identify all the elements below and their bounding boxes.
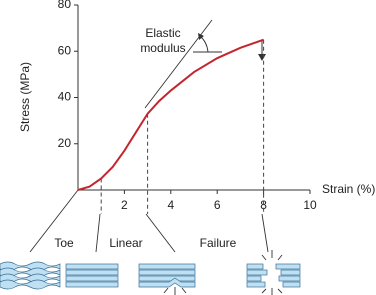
y-tick-label: 80 (58, 0, 72, 11)
x-tick-label: 8 (260, 198, 267, 212)
region-label: Toe (54, 236, 74, 250)
y-tick-label: 60 (58, 43, 72, 57)
annotation: modulus (140, 41, 185, 55)
region-label: Failure (200, 236, 237, 250)
fiber-bundle-toe (0, 261, 61, 290)
fiber-bundle-failed (246, 250, 301, 295)
y-tick-label: 20 (58, 136, 72, 150)
region-divider (145, 213, 176, 253)
y-tick-label: 40 (58, 90, 72, 104)
region-divider (261, 213, 269, 253)
x-tick-label: 4 (167, 198, 174, 212)
x-tick-label: 6 (214, 198, 221, 212)
fiber-bundle-linear (65, 263, 119, 288)
x-tick-label: 10 (303, 198, 317, 212)
x-tick-label: 2 (121, 198, 128, 212)
annotation: Elastic (145, 26, 180, 40)
region-divider (29, 189, 79, 253)
stress-strain-curve (77, 38, 264, 191)
angle-arc (199, 35, 209, 53)
arrow-head (198, 33, 204, 40)
arrow-head (258, 54, 266, 61)
region-divider (95, 213, 101, 253)
region-label: Linear (109, 236, 142, 250)
y-axis-label: Stress (MPa) (18, 62, 32, 132)
x-axis-label: Strain (%) (322, 182, 375, 196)
fiber-bundle-kinked (138, 263, 196, 295)
